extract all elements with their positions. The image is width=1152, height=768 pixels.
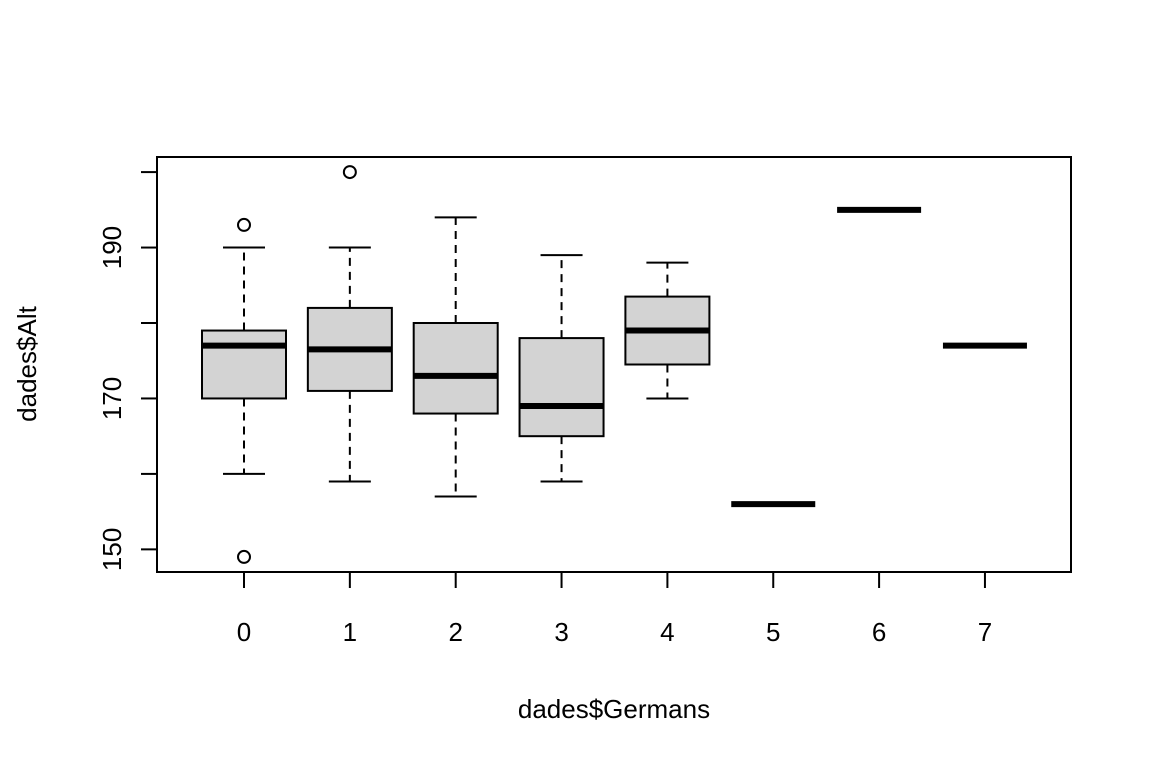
x-tick-label: 1 [343, 617, 357, 647]
outlier-point [237, 217, 251, 232]
y-axis-label: dades$Alt [12, 305, 42, 421]
x-tick-label: 2 [448, 617, 462, 647]
outlier-point [342, 165, 357, 180]
y-tick-label: 150 [97, 528, 127, 571]
x-tick-label: 0 [237, 617, 251, 647]
x-tick-label: 4 [660, 617, 674, 647]
x-axis-label: dades$Germans [518, 694, 710, 724]
y-tick-label: 170 [97, 377, 127, 420]
x-axis: 0 1 2 3 4 5 6 7 [237, 572, 992, 647]
x-tick-label: 3 [554, 617, 568, 647]
y-axis: 150 170 190 [97, 171, 158, 571]
outlier-point [237, 549, 251, 564]
plot-frame [156, 156, 1072, 573]
x-tick-label: 6 [872, 617, 886, 647]
iqr-box [518, 337, 605, 438]
box-group-0 [201, 217, 287, 564]
x-tick-label: 5 [766, 617, 780, 647]
iqr-box [201, 329, 287, 400]
x-tick-label: 7 [978, 617, 992, 647]
box-group-1 [306, 165, 393, 483]
box-group-2 [412, 216, 499, 498]
box-group-3 [518, 254, 605, 483]
y-tick-label: 190 [97, 226, 127, 269]
boxes-layer [201, 165, 1027, 564]
box-group-4 [624, 261, 711, 400]
iqr-box [412, 322, 499, 415]
